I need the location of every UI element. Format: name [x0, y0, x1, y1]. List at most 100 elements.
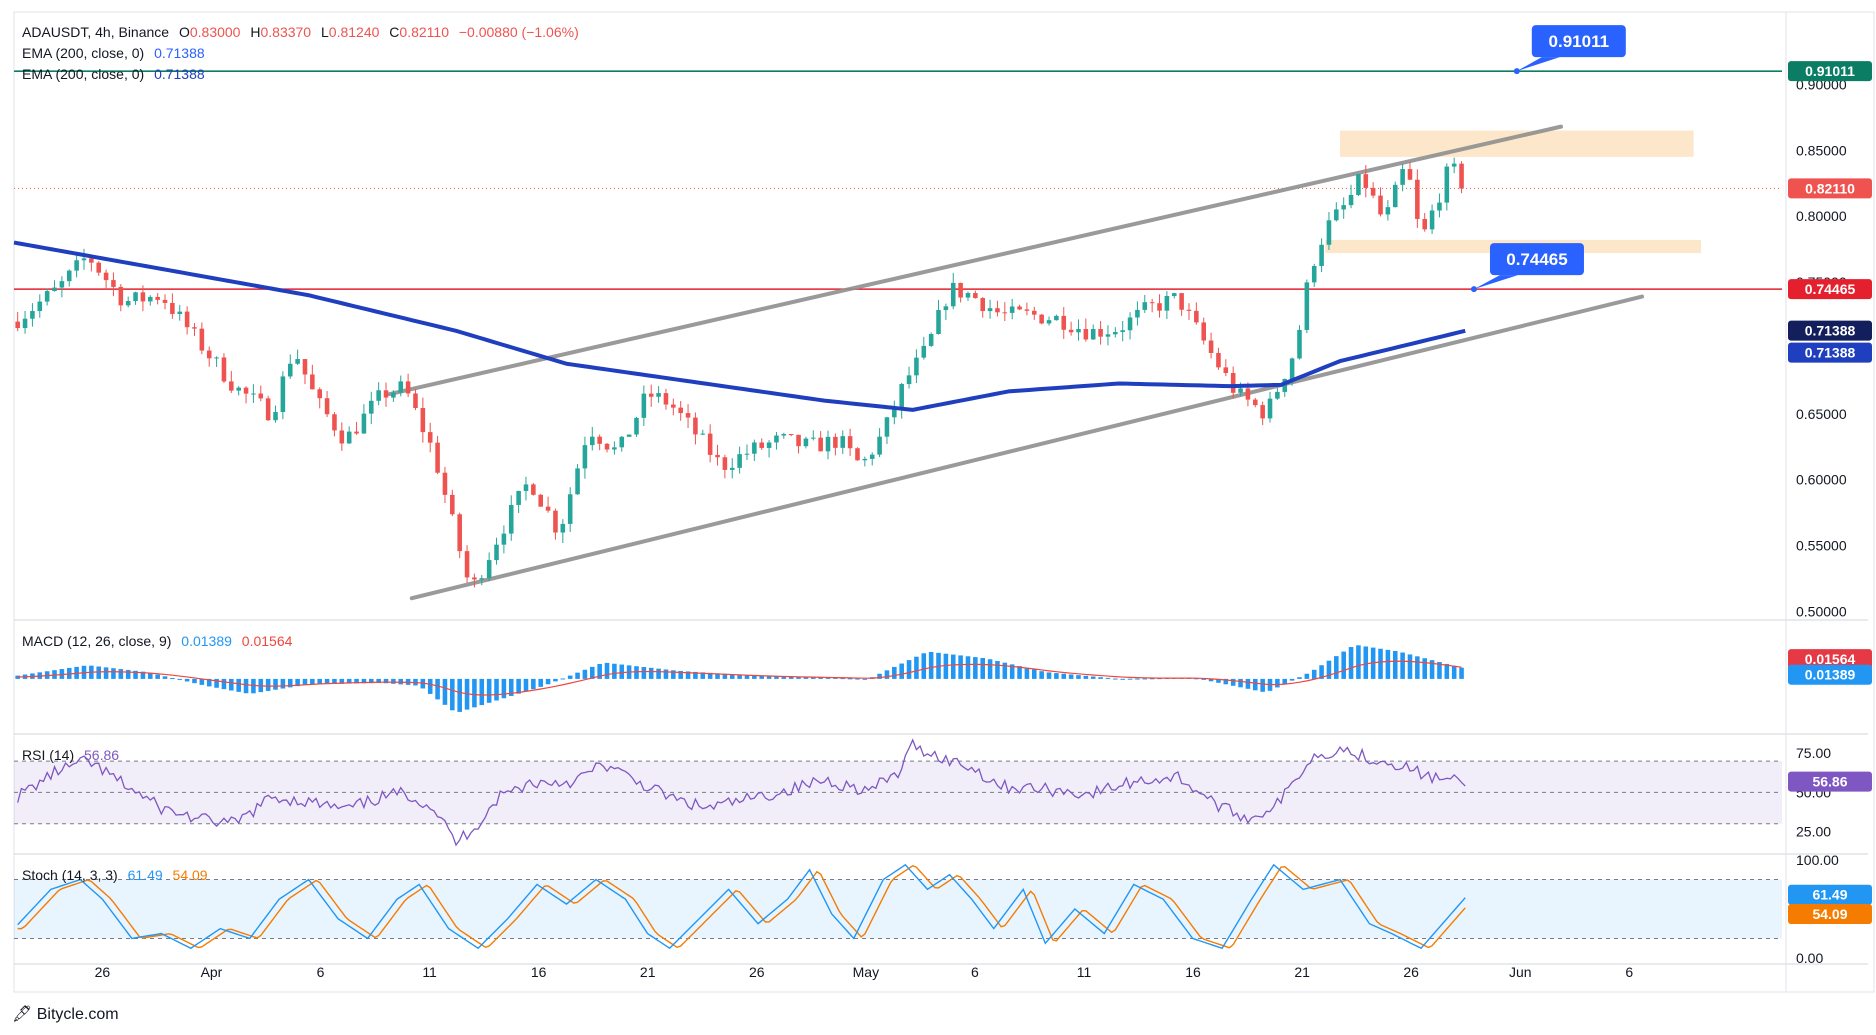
- macd-histogram-bar: [914, 656, 919, 679]
- macd-histogram-bar: [1039, 671, 1044, 679]
- macd-histogram-bar: [648, 667, 654, 679]
- macd-histogram-bar: [295, 678, 300, 687]
- candle: [147, 295, 153, 306]
- macd-histogram-bar: [604, 662, 610, 679]
- candle: [1407, 161, 1413, 181]
- candle-body: [457, 514, 462, 552]
- candle: [435, 435, 440, 475]
- macd-histogram-bar: [177, 678, 183, 680]
- macd-histogram-bar: [656, 668, 661, 679]
- macd-histogram-bar: [597, 663, 602, 679]
- candle-body: [1054, 315, 1059, 321]
- macd-histogram-bar: [354, 678, 359, 684]
- candle-body: [538, 494, 544, 507]
- candle: [1171, 292, 1177, 299]
- candle-body: [1090, 328, 1096, 340]
- axis-badge-bg: [1788, 320, 1872, 341]
- candle: [744, 444, 750, 461]
- candle-body: [980, 298, 986, 312]
- macd-histogram-bar: [332, 678, 337, 684]
- candle-body: [634, 417, 639, 435]
- macd-histogram-bar: [1378, 648, 1383, 679]
- candle: [1385, 199, 1391, 221]
- macd-histogram-bar: [1282, 678, 1288, 685]
- candle: [162, 294, 168, 310]
- macd-histogram-bar: [1127, 678, 1133, 680]
- candle-body: [906, 375, 912, 385]
- candle: [280, 371, 286, 420]
- axis-badge-label: 0.01389: [1805, 667, 1856, 683]
- macd-histogram-bar: [1068, 674, 1074, 679]
- candle: [759, 438, 765, 450]
- macd-histogram-bar: [206, 678, 212, 687]
- callout-pointer: [1516, 57, 1560, 72]
- candle-body: [383, 390, 389, 398]
- macd-histogram-bar: [302, 678, 308, 685]
- macd-histogram-bar: [339, 678, 345, 684]
- x-tick-label: 6: [317, 964, 325, 980]
- x-tick-label: 6: [1625, 964, 1633, 980]
- candle: [604, 443, 610, 453]
- macd-histogram-bar: [781, 676, 787, 679]
- macd-histogram-bar: [833, 677, 838, 679]
- candle-body: [310, 374, 315, 390]
- macd-histogram-bar: [818, 677, 823, 679]
- macd-histogram-bar: [450, 678, 455, 711]
- symbol-label: ADAUSDT, 4h, Binance: [22, 24, 170, 40]
- candle-body: [1400, 169, 1405, 185]
- axis-badge-label: 0.01564: [1805, 651, 1856, 667]
- candle: [1319, 238, 1324, 273]
- macd-histogram-bar: [671, 670, 676, 679]
- candle: [15, 311, 20, 332]
- candle: [707, 424, 713, 463]
- candle-body: [81, 258, 87, 261]
- axis-badge-bg: [1788, 279, 1872, 300]
- candle: [936, 299, 941, 335]
- candle: [170, 293, 175, 319]
- legend-ema-2: EMA (200, close, 0) 0.71388: [22, 66, 211, 82]
- callout-resistance: 0.91011: [1513, 25, 1626, 75]
- candle-body: [317, 389, 323, 399]
- candle-body: [472, 577, 477, 580]
- candle: [641, 385, 647, 426]
- axis-badge-label: 61.49: [1812, 887, 1847, 903]
- macd-histogram-bar: [803, 677, 809, 679]
- candle-body: [59, 281, 65, 288]
- candle-body: [1252, 399, 1258, 406]
- candle-body: [1068, 329, 1074, 333]
- candle: [52, 280, 57, 292]
- macd-histogram-bar: [310, 678, 315, 685]
- macd-histogram-bar: [1326, 660, 1332, 679]
- candle-body: [803, 438, 809, 447]
- macd-histogram-bar: [199, 678, 205, 685]
- axis-badge-label: 54.09: [1812, 906, 1847, 922]
- candle: [1223, 359, 1229, 377]
- macd-histogram-bar: [678, 670, 683, 679]
- candle: [1142, 294, 1148, 313]
- macd-histogram-bar: [538, 678, 544, 687]
- macd-histogram-bar: [575, 672, 580, 679]
- macd-histogram-bar: [1238, 678, 1243, 688]
- candle: [899, 382, 904, 419]
- rsi-value: 56.86: [84, 747, 120, 763]
- candle: [1090, 324, 1096, 340]
- candle-body: [1407, 169, 1413, 180]
- macd-histogram-bar: [398, 678, 404, 685]
- candle: [479, 575, 485, 586]
- stoch-title: Stoch (14, 3, 3): [22, 867, 118, 883]
- candle-body: [729, 467, 735, 470]
- axis-badge-bg: [1788, 178, 1872, 199]
- candle-body: [1319, 244, 1324, 266]
- macd-histogram-bar: [796, 676, 801, 679]
- macd-histogram-bar: [700, 672, 706, 679]
- candle: [1348, 184, 1354, 209]
- chart-frame: [13, 11, 1875, 993]
- candle: [678, 400, 683, 421]
- candle-body: [265, 398, 271, 421]
- candle: [140, 285, 146, 312]
- stoch-tick-label: 100.00: [1796, 852, 1839, 868]
- candle-body: [597, 436, 602, 444]
- macd-histogram-bar: [221, 678, 227, 690]
- candle-body: [545, 506, 551, 511]
- candle-body: [435, 442, 440, 473]
